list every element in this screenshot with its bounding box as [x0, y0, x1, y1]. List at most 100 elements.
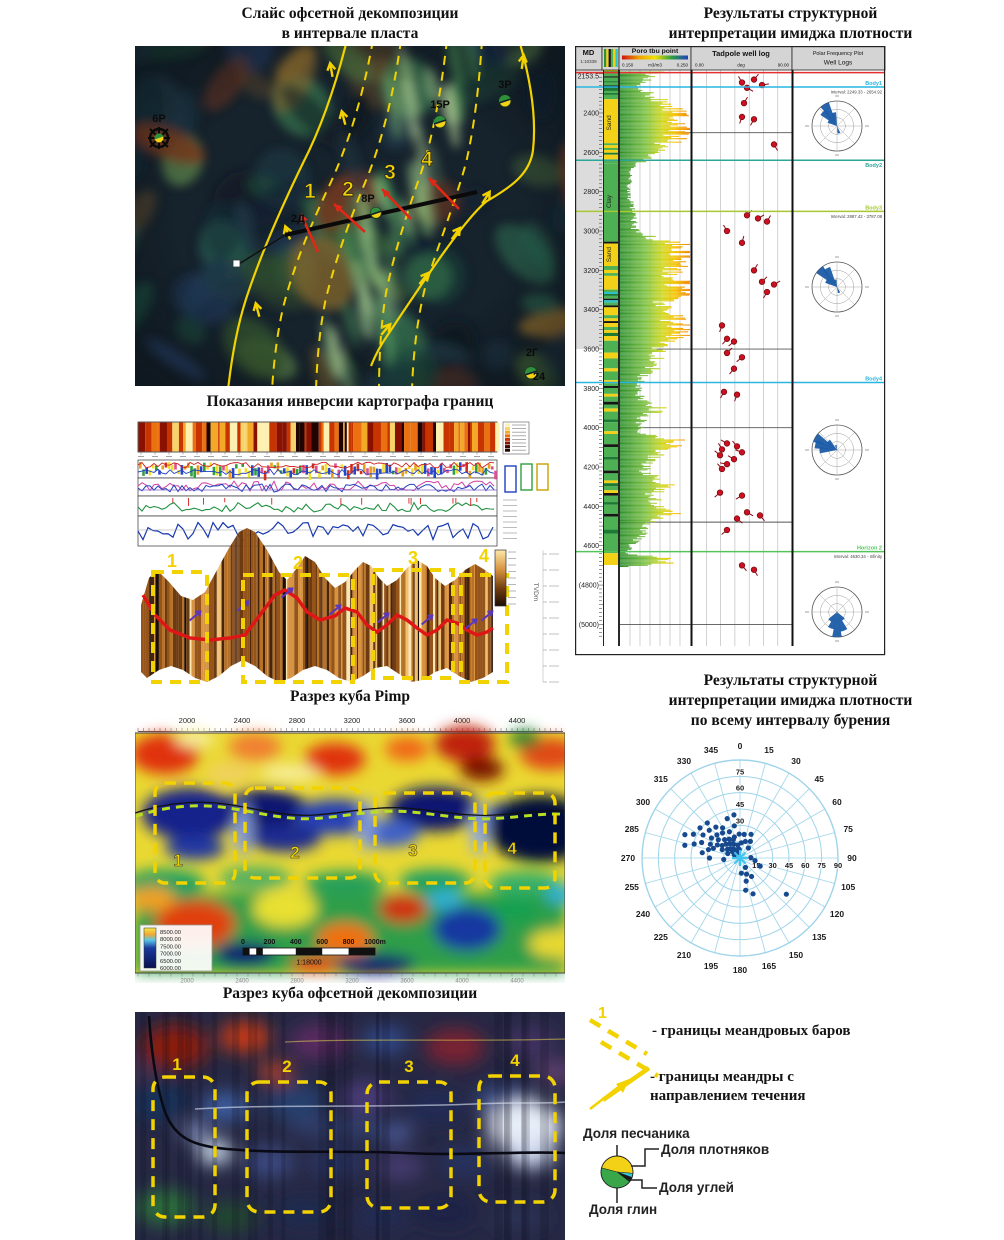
axis-tick-label: 4000 — [454, 716, 471, 725]
meander-bar-box — [459, 573, 509, 684]
angular-tick-label: 105 — [841, 882, 855, 892]
well-marker-icon — [498, 94, 512, 108]
angular-tick-label: 345 — [704, 745, 718, 755]
well-label: 2Г — [526, 347, 539, 359]
pie-label-coal: Доля углей — [659, 1180, 734, 1195]
horizon-interval-label: Interval: 4630.34 - Infinity — [834, 554, 883, 559]
svg-text:0.250: 0.250 — [677, 63, 689, 68]
axis-tick-label: 4400 — [509, 716, 526, 725]
well-marker-icon — [524, 366, 538, 380]
colorbar-value: 8500.00 — [160, 930, 181, 936]
box-number-label: 1 — [167, 551, 177, 571]
angular-tick-label: 165 — [762, 961, 776, 971]
dip-arrow-icon — [480, 610, 494, 622]
svg-text:Poro tbu point: Poro tbu point — [632, 48, 679, 55]
dip-arrow-icon — [280, 587, 294, 599]
lithology-label: Sand — [606, 115, 613, 131]
box-number-label: 3 — [408, 548, 418, 568]
scalebar-tick-label: 200 — [264, 939, 276, 946]
depth-label: 2153.5 — [578, 74, 600, 81]
radial-tick-label: 30 — [736, 816, 744, 825]
rose-diagram — [805, 256, 869, 317]
flow-arrow-icon — [338, 108, 349, 126]
well-label: 15Р — [430, 99, 450, 111]
box-number-label: 4 — [510, 1051, 520, 1070]
axis-tick-label: 2800 — [289, 716, 306, 725]
dip-arrow-icon — [464, 618, 478, 630]
depth-label: 4000 — [583, 425, 599, 432]
pie-label-dense: Доля плотняков — [661, 1142, 770, 1157]
lithology-track: Sand Clay Sand — [604, 64, 618, 566]
pimp-title: Разрез куба Pimp — [135, 687, 565, 707]
axis-tick-label: 3200 — [344, 716, 361, 725]
axis-tick-label: 4000 — [455, 979, 469, 984]
horizon-label: Body2 — [865, 163, 882, 169]
axis-tick-label: 3600 — [399, 716, 416, 725]
radial-tick-label: 75 — [817, 861, 825, 870]
feature-number-label: 4 — [421, 148, 433, 171]
well-label: 24 — [533, 371, 546, 383]
box-number-label: 3 — [404, 1057, 413, 1076]
box-number-label: 1 — [173, 851, 182, 870]
radial-tick-label: 90 — [834, 861, 842, 870]
angular-tick-label: 45 — [814, 774, 824, 784]
angular-tick-label: 90 — [847, 853, 857, 863]
angular-tick-label: 255 — [625, 882, 639, 892]
offset-section-title-text: Разрез куба офсетной декомпозиции — [222, 985, 478, 1002]
dip-arrow-icon — [188, 610, 202, 622]
svg-text:Well Logs: Well Logs — [824, 60, 853, 67]
legend-item-meander-flow: - границы меандры с направлением течения — [650, 1068, 950, 1106]
well-label: 6Р — [152, 113, 165, 125]
axis-tick-label: 3600 — [400, 979, 414, 984]
flow-arrow-icon — [252, 300, 263, 318]
angular-tick-label: 300 — [636, 797, 650, 807]
well-label: 2Д — [291, 213, 305, 225]
meander-bar-box — [371, 568, 455, 680]
meander-bar-box — [241, 573, 355, 684]
inversion-horizon-curve — [141, 588, 494, 642]
section-endpoint-icon — [232, 259, 241, 268]
legend-item-meander-bars: - границы меандровых баров — [652, 1023, 851, 1039]
meander-bar-box — [373, 791, 477, 885]
meander-bar-box — [153, 781, 237, 885]
angular-tick-label: 270 — [621, 853, 635, 863]
svg-text:deg: deg — [737, 63, 745, 68]
axis-tick-label: 4400 — [510, 979, 524, 984]
angular-tick-label: 285 — [625, 824, 639, 834]
meander-bar-box — [243, 786, 362, 880]
pimp-image: 1 2 3 48500.008000.007500.007000.006500.006… — [135, 726, 565, 974]
axis-tick-label: 3200 — [345, 979, 359, 984]
depth-label: (5000) — [579, 622, 599, 629]
feature-arrow-icon — [428, 177, 460, 210]
section-texture — [135, 1021, 565, 1231]
flow-arrow-icon — [517, 52, 528, 70]
feature-number-label: 2 — [342, 178, 354, 201]
radial-tick-label: 30 — [768, 861, 776, 870]
flow-arrow-icon — [450, 225, 462, 240]
depth-track: 2153.5 2400 2600 2800 3000 3200 3400 3600 3800 40… — [578, 73, 604, 637]
well-log-title: Результаты структурной интерпретации ими… — [583, 4, 998, 44]
pimp-title-text: Разрез куба Pimp — [290, 688, 410, 705]
depth-label: 4400 — [583, 504, 599, 511]
depth-label: 3200 — [583, 268, 599, 275]
dip-arrow-icon — [420, 614, 434, 626]
axis-tick-label: 2400 — [235, 979, 249, 984]
well-log-display: 2153.5 2400 2600 2800 3000 3200 3400 3600 3800 40… — [575, 46, 886, 656]
depth-label: 2600 — [583, 150, 599, 157]
scalebar-tick-label: 1000m — [364, 939, 386, 946]
flow-arrow-icon — [418, 271, 430, 285]
scalebar-tick-label: 800 — [343, 939, 355, 946]
well-log-title-line2: интерпретации имиджа плотности — [668, 25, 913, 43]
angular-tick-label: 225 — [654, 932, 668, 942]
feature-number-label: 3 — [384, 161, 396, 184]
meander-bar-box — [477, 1074, 557, 1204]
svg-text:1:10339: 1:10339 — [580, 59, 597, 64]
depth-label: 2400 — [583, 110, 599, 117]
well-label: 8Р — [361, 193, 374, 205]
horizon-interval-label: Interval: 2887.42 - 3787.08 — [831, 214, 883, 219]
depth-label: 3400 — [583, 307, 599, 314]
tvd-axis-label: TVDm — [532, 583, 539, 601]
